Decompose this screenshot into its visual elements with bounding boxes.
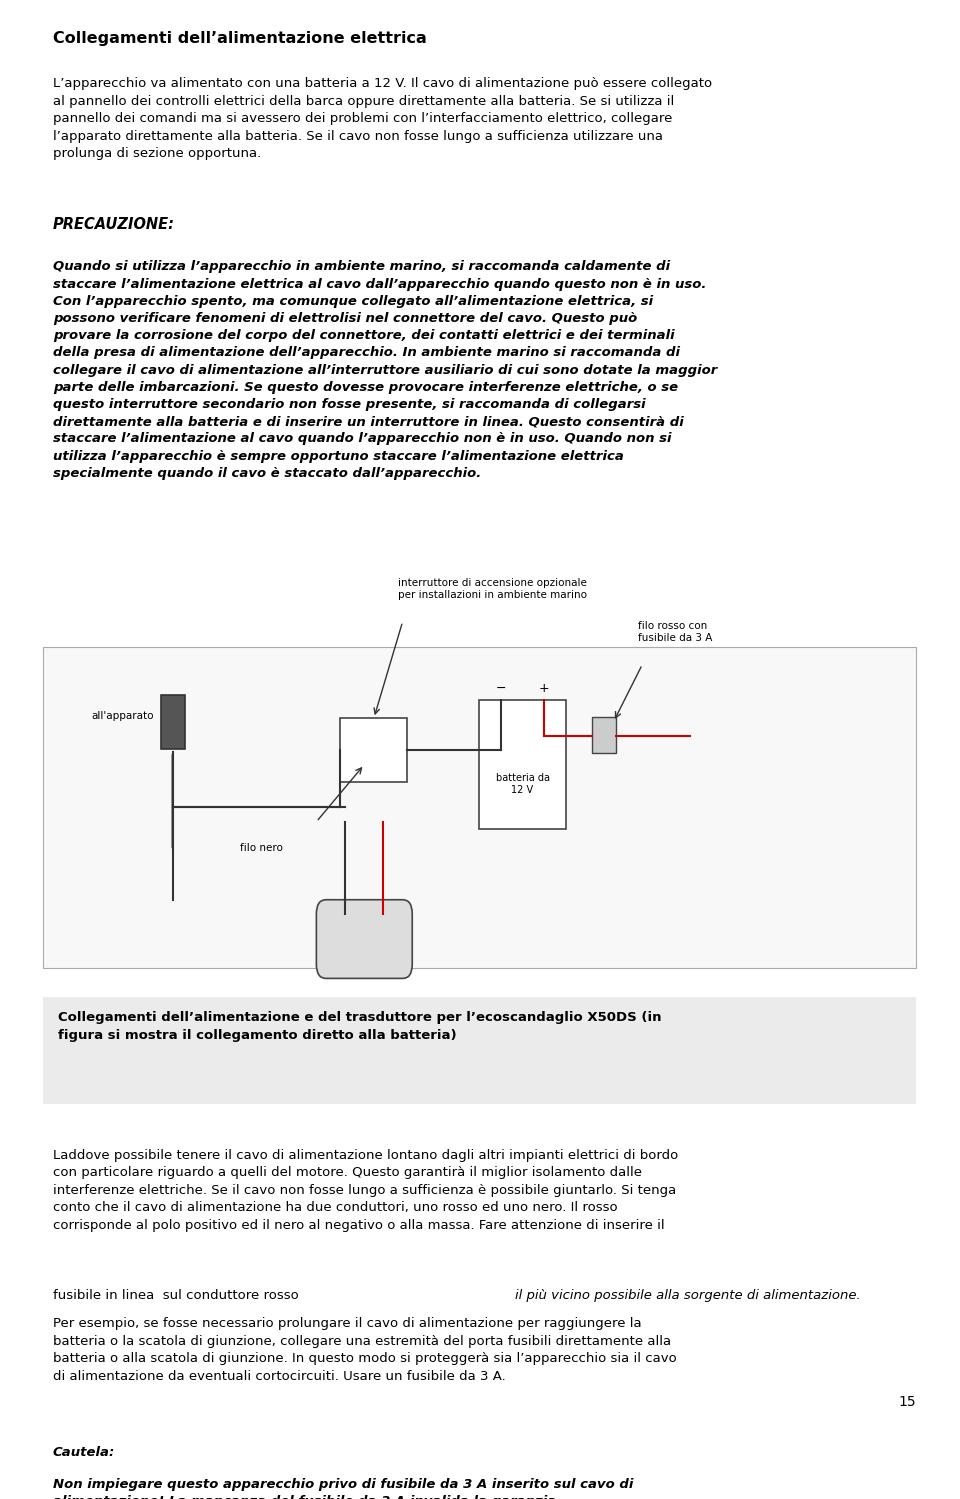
Text: Collegamenti dell’alimentazione elettrica: Collegamenti dell’alimentazione elettric… [53, 31, 426, 46]
Text: il più vicino possibile alla sorgente di alimentazione.: il più vicino possibile alla sorgente di… [515, 1289, 860, 1301]
FancyBboxPatch shape [43, 646, 916, 968]
Text: Collegamenti dell’alimentazione e del trasduttore per l’ecoscandaglio X50DS (in
: Collegamenti dell’alimentazione e del tr… [58, 1012, 661, 1042]
Text: −: − [495, 682, 506, 696]
Text: filo nero: filo nero [240, 844, 282, 853]
Bar [43, 997, 916, 1105]
Text: Cautela:: Cautela: [53, 1447, 115, 1459]
Text: Laddove possibile tenere il cavo di alimentazione lontano dagli altri impianti e: Laddove possibile tenere il cavo di alim… [53, 1148, 678, 1232]
Text: Per esempio, se fosse necessario prolungare il cavo di alimentazione per raggiun: Per esempio, se fosse necessario prolung… [53, 1318, 677, 1384]
Bar [479, 700, 565, 829]
Bar [592, 718, 616, 752]
Text: 15: 15 [898, 1396, 916, 1409]
Text: all'apparato: all'apparato [91, 712, 154, 721]
Text: filo rosso con
fusibile da 3 A: filo rosso con fusibile da 3 A [637, 621, 712, 643]
FancyBboxPatch shape [317, 899, 412, 979]
Text: interruttore di accensione opzionale
per installazioni in ambiente marino: interruttore di accensione opzionale per… [397, 577, 587, 600]
Text: fusibile in linea  sul conduttore rosso: fusibile in linea sul conduttore rosso [53, 1289, 302, 1301]
Text: Non impiegare questo apparecchio privo di fusibile da 3 A inserito sul cavo di
a: Non impiegare questo apparecchio privo d… [53, 1478, 633, 1499]
Text: Quando si utilizza l’apparecchio in ambiente marino, si raccomanda caldamente di: Quando si utilizza l’apparecchio in ambi… [53, 261, 717, 480]
Bar [161, 696, 185, 750]
Bar [341, 718, 407, 782]
Text: L’apparecchio va alimentato con una batteria a 12 V. Il cavo di alimentazione pu: L’apparecchio va alimentato con una batt… [53, 78, 712, 160]
Text: PRECAUZIONE:: PRECAUZIONE: [53, 217, 175, 232]
Text: +: + [539, 682, 549, 696]
Text: batteria da
12 V: batteria da 12 V [495, 772, 549, 794]
